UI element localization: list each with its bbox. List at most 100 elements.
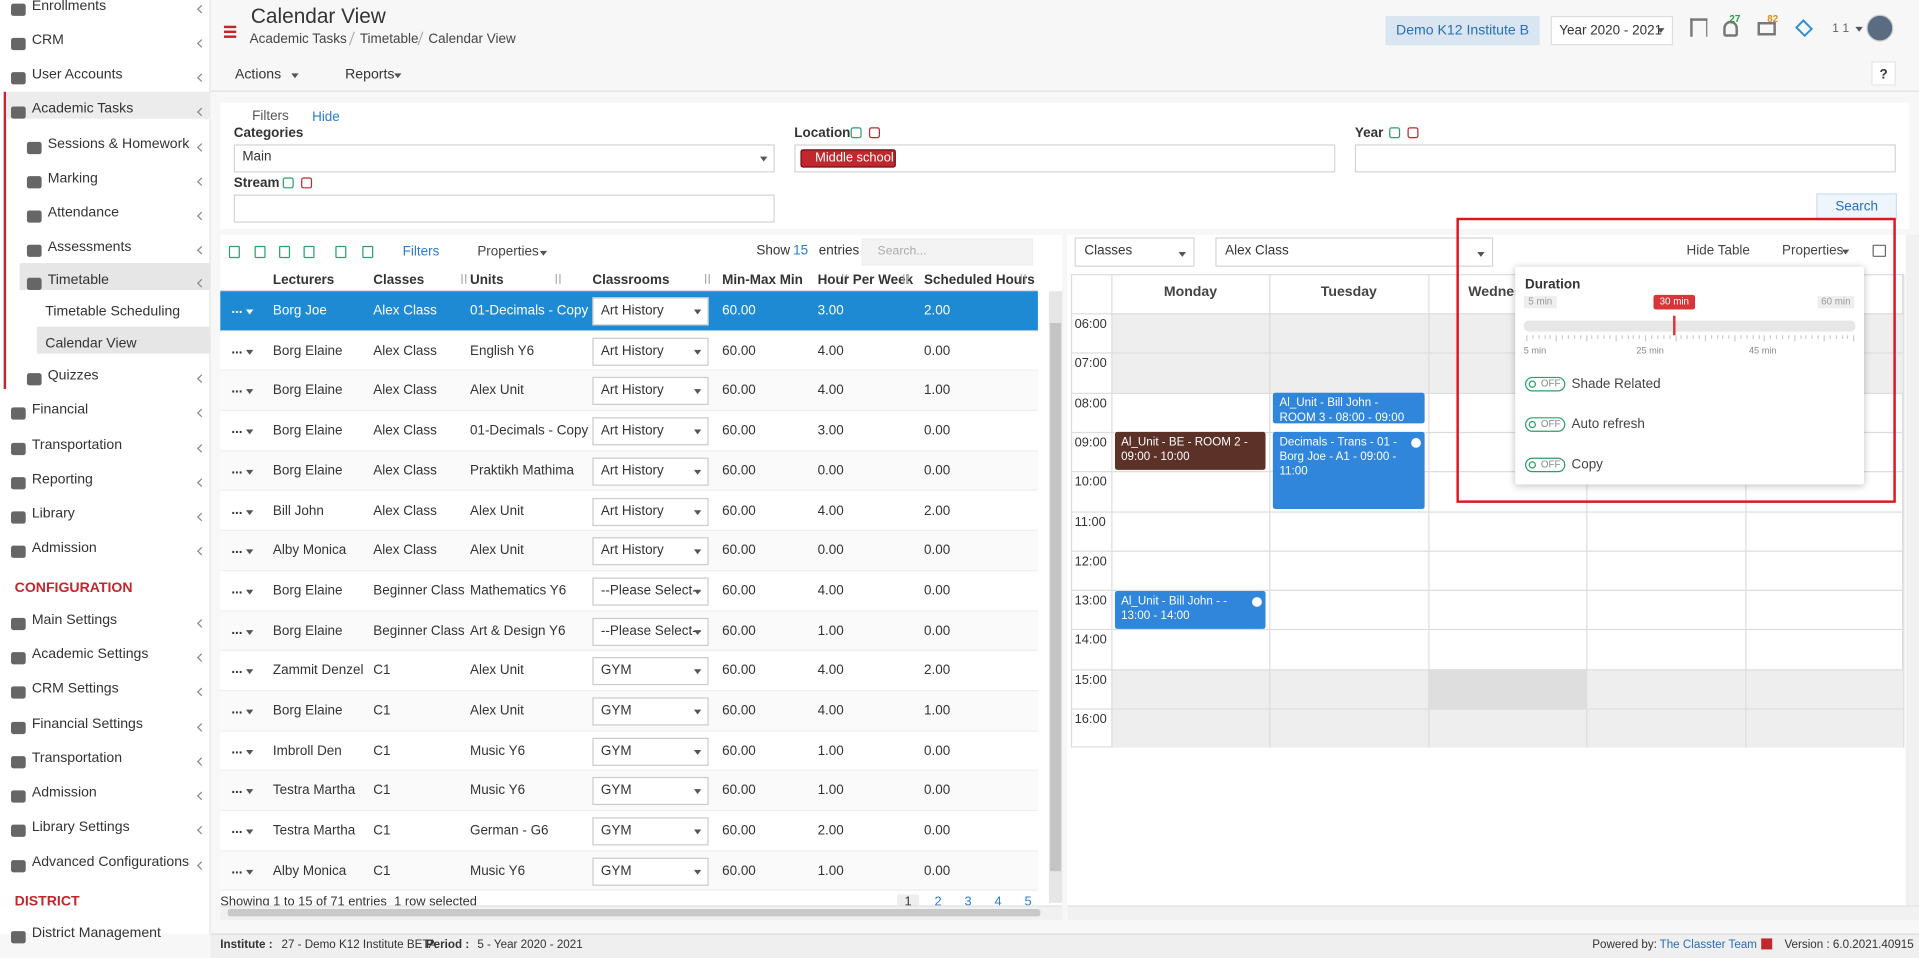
toggle[interactable]: OFF — [1524, 417, 1566, 432]
breadcrumb[interactable]: Timetable — [359, 31, 419, 47]
year-select[interactable]: Year 2020 - 2021 — [1550, 15, 1674, 46]
include-check[interactable] — [850, 127, 862, 139]
exclude-check[interactable] — [301, 177, 313, 189]
filter-input[interactable] — [233, 144, 775, 173]
row-menu[interactable]: ... — [231, 302, 243, 317]
hide-link[interactable]: Hide — [312, 110, 340, 125]
slider-track[interactable] — [1523, 320, 1856, 332]
institute-button[interactable]: Demo K12 Institute B — [1385, 15, 1540, 46]
row-menu[interactable]: ... — [231, 542, 243, 557]
menu-item[interactable]: Admission — [31, 540, 97, 556]
classroom-select[interactable]: GYM — [592, 857, 709, 886]
calendar-event[interactable]: Al_Unit - Bill John - ROOM 3 - 08:00 - 0… — [1273, 392, 1425, 424]
row-menu[interactable]: ... — [231, 382, 243, 397]
table-tool-icon[interactable] — [254, 245, 266, 259]
row-menu[interactable]: ... — [231, 822, 243, 837]
menu-item[interactable]: Assessments — [47, 239, 132, 255]
calendar-select[interactable] — [1215, 237, 1494, 267]
slider-handle[interactable] — [1673, 315, 1676, 336]
filter-input[interactable] — [1354, 144, 1896, 173]
menu-item[interactable]: Academic Settings — [31, 647, 149, 662]
reports-menu[interactable]: Reports — [345, 67, 395, 82]
menu-item[interactable]: Reporting — [31, 472, 93, 487]
page-link[interactable]: 3 — [964, 894, 972, 910]
exclude-check[interactable] — [868, 127, 880, 139]
row-menu[interactable]: ... — [231, 422, 243, 437]
search-input[interactable]: Search... — [861, 238, 1033, 266]
table-tool-icon[interactable] — [279, 245, 291, 259]
column-header[interactable]: Units — [469, 272, 504, 288]
menu-item[interactable]: Financial Settings — [31, 716, 143, 732]
row-menu[interactable]: ... — [231, 462, 243, 477]
menu-item[interactable]: Calendar View — [45, 336, 137, 352]
menu-item[interactable]: Main Settings — [31, 612, 118, 628]
menu-item[interactable]: Quizzes — [47, 368, 99, 383]
column-header[interactable]: Hour Per Week — [817, 272, 914, 288]
actions-menu[interactable]: Actions — [234, 67, 282, 82]
row-menu[interactable]: ... — [231, 742, 243, 757]
menu-item[interactable]: Admission — [31, 785, 97, 801]
menu-item[interactable]: Timetable Scheduling — [45, 304, 181, 320]
row-menu[interactable]: ... — [231, 502, 243, 517]
menu-item[interactable]: Transportation — [31, 438, 123, 453]
table-filters[interactable]: Filters — [402, 244, 440, 260]
classroom-select[interactable]: Art History — [592, 497, 709, 526]
menu-item[interactable]: Library Settings — [31, 819, 130, 835]
breadcrumb[interactable]: Academic Tasks — [249, 31, 347, 47]
calendar-event[interactable]: Al_Unit - Bill John - - 13:00 - 14:00 — [1114, 590, 1266, 629]
column-header[interactable]: Lecturers — [272, 272, 335, 288]
filter-input[interactable] — [233, 194, 775, 223]
row-menu[interactable]: ... — [231, 702, 243, 717]
classroom-select[interactable]: GYM — [592, 737, 709, 766]
page-link[interactable]: 4 — [994, 894, 1002, 910]
classroom-select[interactable]: Art History — [592, 297, 709, 326]
page-link[interactable]: 5 — [1024, 894, 1032, 910]
classroom-select[interactable]: GYM — [592, 697, 709, 726]
classroom-select[interactable]: Art History — [592, 537, 709, 566]
row-menu[interactable]: ... — [231, 662, 243, 677]
classroom-select[interactable]: GYM — [592, 777, 709, 806]
row-menu[interactable]: ... — [231, 342, 243, 357]
print-icon[interactable] — [1872, 244, 1887, 257]
footer-link[interactable]: The Classter Team — [1659, 938, 1757, 952]
calendar-event[interactable]: Al_Unit - BE - ROOM 2 - 09:00 - 10:00 — [1114, 431, 1266, 470]
classroom-select[interactable]: GYM — [592, 817, 709, 846]
menu-item[interactable]: User Accounts — [31, 67, 123, 82]
filter-tag[interactable]: Middle school — [800, 149, 896, 168]
menu-item[interactable]: Library — [31, 506, 75, 522]
menu-item[interactable]: Enrollments — [31, 0, 107, 14]
classroom-select[interactable]: Art History — [592, 417, 709, 446]
table-tool-icon[interactable] — [335, 245, 347, 259]
classroom-select[interactable]: --Please Select-- — [592, 577, 709, 606]
calendar-event[interactable]: Decimals - Trans - 01 - Borg Joe - A1 - … — [1273, 431, 1425, 509]
table-tool-icon[interactable] — [228, 245, 240, 259]
row-menu[interactable]: ... — [231, 782, 243, 797]
menu-item[interactable]: Attendance — [47, 205, 119, 221]
help-button[interactable]: ? — [1871, 61, 1896, 86]
table-tool-icon[interactable] — [362, 245, 374, 259]
calendar-select[interactable] — [1074, 237, 1195, 267]
toggle[interactable]: OFF — [1524, 376, 1566, 392]
column-header[interactable]: Classrooms — [592, 272, 670, 288]
include-check[interactable] — [282, 177, 294, 189]
search-button[interactable]: Search — [1816, 193, 1898, 221]
calendar-properties[interactable]: Properties — [1781, 243, 1844, 259]
menu-item[interactable]: Timetable — [47, 272, 110, 288]
column-header[interactable]: Min-Max Min — [722, 272, 803, 288]
classroom-select[interactable]: Art History — [592, 337, 709, 366]
menu-item[interactable]: Marking — [47, 171, 98, 186]
menu-item[interactable]: Advanced Configurations — [31, 855, 190, 870]
menu-item[interactable]: Academic Tasks — [31, 101, 134, 117]
page-size[interactable]: 15 — [793, 243, 809, 259]
include-check[interactable] — [1389, 127, 1401, 139]
user-label[interactable]: 1 1 — [1832, 22, 1850, 36]
classroom-select[interactable]: GYM — [592, 657, 709, 686]
exclude-check[interactable] — [1407, 127, 1419, 139]
classroom-select[interactable]: Art History — [592, 457, 709, 486]
toggle[interactable]: OFF — [1524, 457, 1566, 473]
column-header[interactable]: Scheduled Hours — [924, 272, 1035, 288]
menu-item[interactable]: CRM Settings — [31, 681, 119, 697]
row-menu[interactable]: ... — [231, 862, 243, 878]
menu-item[interactable]: Sessions & Homework — [47, 137, 190, 152]
row-menu[interactable]: ... — [231, 582, 243, 597]
